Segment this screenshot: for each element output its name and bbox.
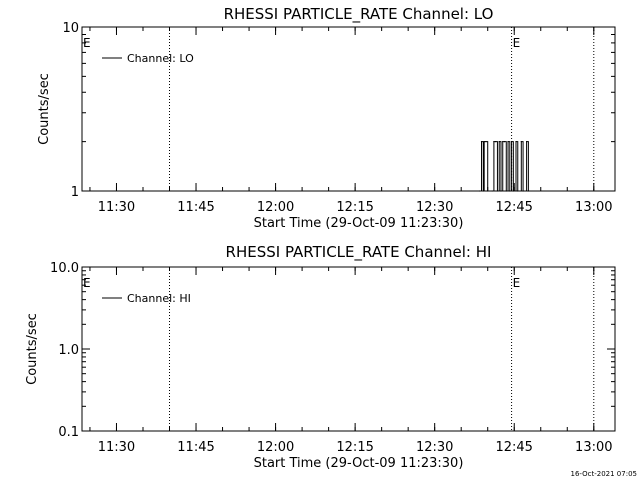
- data-point: [495, 141, 497, 143]
- data-point: [505, 190, 507, 192]
- data-point: [485, 141, 487, 143]
- footer-timestamp: 16-Oct-2021 07:05: [571, 470, 637, 478]
- x-tick-label: 11:45: [177, 200, 214, 215]
- chart-title-lo: RHESSI PARTICLE_RATE Channel: LO: [224, 5, 494, 24]
- data-point: [503, 141, 506, 143]
- data-point: [527, 190, 529, 192]
- data-point: [509, 190, 511, 192]
- y-tick-label: 10: [62, 21, 79, 36]
- edge-marker-label: E: [83, 36, 91, 50]
- x-tick-label: 12:30: [416, 200, 453, 215]
- x-tick-label: 12:45: [495, 440, 532, 455]
- panel-hi: RHESSI PARTICLE_RATE Channel: HI Start T…: [25, 243, 616, 471]
- data-point: [487, 190, 489, 192]
- data-point: [496, 190, 499, 192]
- y-tick-label: 1.0: [58, 343, 79, 358]
- data-point: [526, 141, 528, 143]
- y-tick-label: 10.0: [50, 261, 79, 276]
- vertical-marker-label: E: [513, 36, 521, 50]
- x-tick-label: 12:00: [257, 440, 294, 455]
- data-point: [480, 141, 483, 143]
- x-tick-label: 12:30: [416, 440, 453, 455]
- data-point: [479, 190, 481, 192]
- x-axis-label-hi: Start Time (29-Oct-09 11:23:30): [254, 456, 464, 471]
- data-point: [482, 190, 484, 192]
- y-axis-label-hi: Counts/sec: [25, 313, 40, 385]
- x-axis-label-lo: Start Time (29-Oct-09 11:23:30): [254, 216, 464, 231]
- edge-marker-label: E: [83, 276, 91, 290]
- y-axis-label-lo: Counts/sec: [37, 73, 52, 145]
- data-point: [507, 141, 509, 143]
- chart-title-hi: RHESSI PARTICLE_RATE Channel: HI: [226, 243, 492, 262]
- x-tick-label: 11:30: [98, 200, 135, 215]
- legend-entry: Channel: LO: [127, 52, 194, 65]
- x-tick-label: 12:15: [336, 440, 373, 455]
- vertical-marker-label: E: [513, 276, 521, 290]
- data-point: [498, 141, 500, 143]
- data-point: [500, 190, 502, 192]
- plot-frame: [81, 26, 616, 192]
- x-tick-label: 12:00: [257, 200, 294, 215]
- x-tick-label: 12:15: [336, 200, 373, 215]
- x-tick-label: 13:00: [575, 200, 612, 215]
- y-tick-label: 0.1: [58, 425, 79, 440]
- x-tick-label: 13:00: [575, 440, 612, 455]
- data-point: [491, 190, 493, 192]
- x-tick-label: 11:45: [177, 440, 214, 455]
- x-tick-label: 12:45: [495, 200, 532, 215]
- data-point: [483, 141, 485, 143]
- data-point: [522, 190, 524, 192]
- panel-lo: RHESSI PARTICLE_RATE Channel: LO Start T…: [37, 5, 616, 231]
- data-point: [515, 141, 517, 143]
- y-tick-label: 1: [71, 185, 79, 200]
- data-point: [517, 190, 519, 192]
- data-point: [502, 141, 504, 143]
- data-point: [510, 141, 513, 143]
- legend-entry: Channel: HI: [127, 292, 191, 305]
- x-tick-label: 11:30: [98, 440, 135, 455]
- data-point: [493, 141, 495, 143]
- data-point: [520, 141, 522, 143]
- series-line: [479, 141, 529, 192]
- data-point: [512, 190, 514, 192]
